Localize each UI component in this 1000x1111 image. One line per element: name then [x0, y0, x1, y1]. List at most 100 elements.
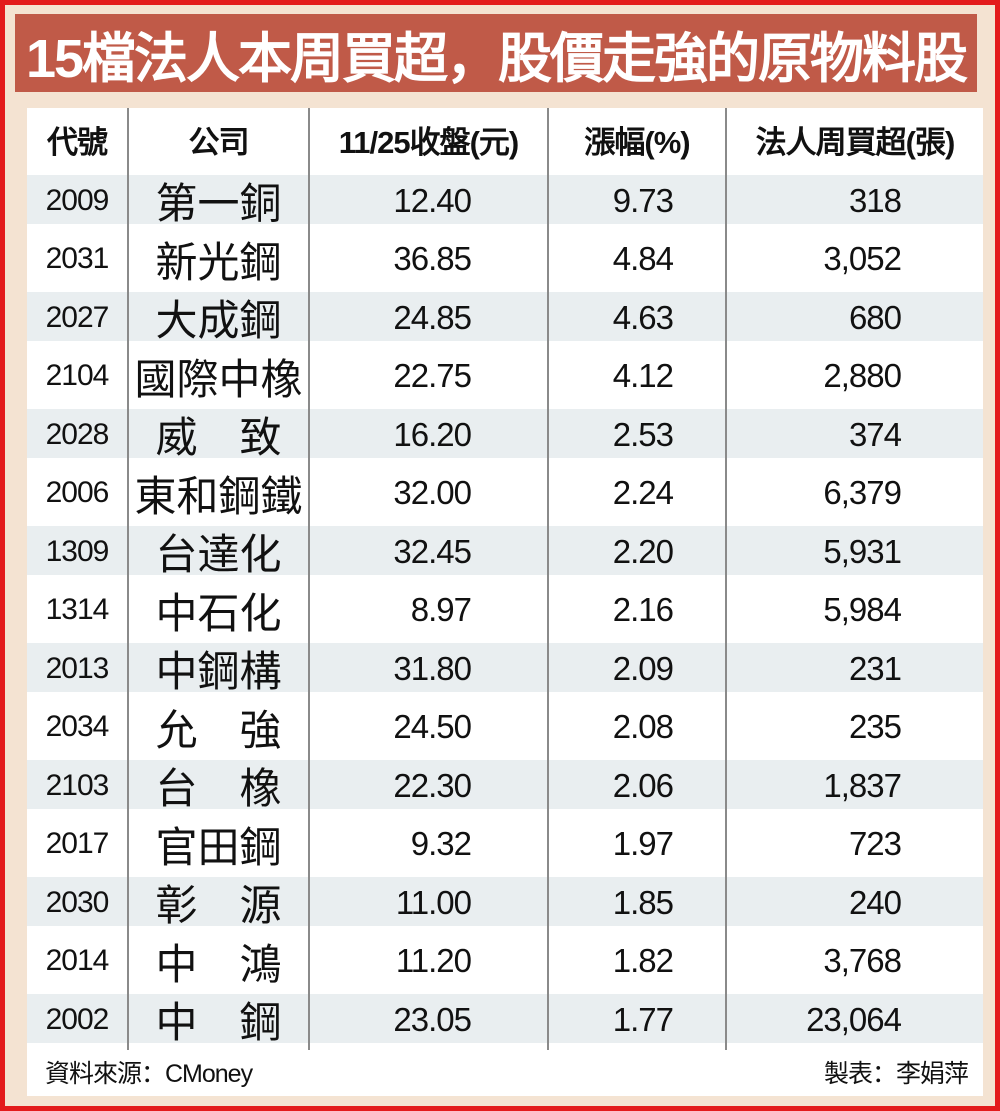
table-body: 2009 第一銅 12.40 9.73 318 2031 新光鋼 36.85 4.84 3,052… [27, 170, 983, 1050]
cell-close-price: 24.85 [308, 287, 547, 348]
table-row: 2103 台 橡 22.30 2.06 1,837 [27, 755, 983, 816]
source-label: 資料來源：CMoney [45, 1059, 253, 1088]
table-row: 2027 大成鋼 24.85 4.63 680 [27, 287, 983, 348]
cell-net-buy: 5,984 [725, 579, 983, 641]
cell-company: 中石化 [127, 579, 308, 641]
cell-change-pct: 1.97 [547, 813, 725, 875]
table-row: 2031 新光鋼 36.85 4.84 3,052 [27, 228, 983, 290]
cell-change-pct: 2.20 [547, 521, 725, 582]
cell-company: 東和鋼鐵 [127, 462, 308, 524]
table-row: 2030 彰 源 11.00 1.85 240 [27, 872, 983, 933]
credit-label: 製表：李娟萍 [823, 1059, 969, 1088]
cell-code: 2104 [45, 359, 110, 392]
cell-close-price: 11.20 [308, 930, 547, 992]
cell-code: 2028 [45, 417, 110, 451]
cell-net-buy: 318 [725, 170, 983, 231]
cell-code: 2013 [45, 651, 110, 685]
cell-code: 2034 [45, 710, 110, 743]
cell-company: 中 鋼 [127, 989, 308, 1050]
cell-close-price: 12.40 [308, 170, 547, 231]
table-row: 2017 官田鋼 9.32 1.97 723 [27, 813, 983, 875]
cell-company: 中鋼構 [127, 638, 308, 699]
cell-change-pct: 2.24 [547, 462, 725, 524]
cell-company: 威 致 [127, 404, 308, 465]
cell-close-price: 32.00 [308, 462, 547, 524]
cell-change-pct: 1.77 [547, 989, 725, 1050]
table-row: 2104 國際中橡 22.75 4.12 2,880 [27, 345, 983, 407]
column-header: 公司 [127, 108, 308, 170]
cell-company: 第一銅 [127, 170, 308, 231]
cell-close-price: 22.30 [308, 755, 547, 816]
stock-table: 代號 公司 11/25收盤(元) 漲幅(%) 法人周買超(張) 2009 第一銅 12.40… [27, 108, 983, 1096]
cell-change-pct: 2.06 [547, 755, 725, 816]
table-row: 2034 允 強 24.50 2.08 235 [27, 696, 983, 758]
cell-code: 1309 [45, 534, 110, 568]
cell-company: 中 鴻 [127, 930, 308, 992]
cell-close-price: 32.45 [308, 521, 547, 582]
cell-change-pct: 1.85 [547, 872, 725, 933]
cell-close-price: 22.75 [308, 345, 547, 407]
cell-change-pct: 9.73 [547, 170, 725, 231]
cell-net-buy: 240 [725, 872, 983, 933]
cell-change-pct: 4.84 [547, 228, 725, 290]
table-row: 2009 第一銅 12.40 9.73 318 [27, 170, 983, 231]
table-row: 2006 東和鋼鐵 32.00 2.24 6,379 [27, 462, 983, 524]
cell-net-buy: 3,052 [725, 228, 983, 290]
title-banner: 15檔法人本周買超，股價走強的原物料股 [15, 14, 977, 92]
cell-close-price: 31.80 [308, 638, 547, 699]
cell-code: 2017 [45, 827, 110, 860]
table-row: 1314 中石化 8.97 2.16 5,984 [27, 579, 983, 641]
cell-net-buy: 680 [725, 287, 983, 348]
cell-close-price: 23.05 [308, 989, 547, 1050]
cell-close-price: 16.20 [308, 404, 547, 465]
cell-change-pct: 2.08 [547, 696, 725, 758]
cell-code: 2027 [45, 300, 110, 334]
cell-change-pct: 4.63 [547, 287, 725, 348]
cell-code: 2014 [45, 944, 110, 977]
column-header: 11/25收盤(元) [308, 108, 547, 170]
cell-net-buy: 3,768 [725, 930, 983, 992]
cell-company: 台達化 [127, 521, 308, 582]
column-header: 法人周買超(張) [725, 108, 983, 170]
cell-close-price: 24.50 [308, 696, 547, 758]
cell-close-price: 8.97 [308, 579, 547, 641]
page-title: 15檔法人本周買超，股價走強的原物料股 [25, 28, 968, 89]
cell-company: 台 橡 [127, 755, 308, 816]
cell-net-buy: 235 [725, 696, 983, 758]
table-header-row: 代號 公司 11/25收盤(元) 漲幅(%) 法人周買超(張) [27, 108, 983, 170]
table-row: 1309 台達化 32.45 2.20 5,931 [27, 521, 983, 582]
cell-code: 1314 [45, 593, 110, 626]
cell-net-buy: 6,379 [725, 462, 983, 524]
cell-change-pct: 1.82 [547, 930, 725, 992]
cell-code: 2031 [45, 242, 110, 275]
cell-company: 大成鋼 [127, 287, 308, 348]
cell-net-buy: 231 [725, 638, 983, 699]
table-footer: 資料來源：CMoney 製表：李娟萍 [27, 1048, 983, 1096]
table-row: 2002 中 鋼 23.05 1.77 23,064 [27, 989, 983, 1050]
table-row: 2028 威 致 16.20 2.53 374 [27, 404, 983, 465]
cell-close-price: 11.00 [308, 872, 547, 933]
cell-net-buy: 1,837 [725, 755, 983, 816]
cell-change-pct: 2.09 [547, 638, 725, 699]
cell-change-pct: 4.12 [547, 345, 725, 407]
cell-change-pct: 2.53 [547, 404, 725, 465]
cell-net-buy: 723 [725, 813, 983, 875]
cell-net-buy: 2,880 [725, 345, 983, 407]
cell-net-buy: 23,064 [725, 989, 983, 1050]
cell-company: 官田鋼 [127, 813, 308, 875]
cell-code: 2103 [45, 768, 110, 802]
cell-net-buy: 374 [725, 404, 983, 465]
cell-company: 新光鋼 [127, 228, 308, 290]
cell-close-price: 9.32 [308, 813, 547, 875]
column-header: 漲幅(%) [547, 108, 725, 170]
cell-company: 允 強 [127, 696, 308, 758]
cell-code: 2006 [45, 476, 110, 509]
cell-close-price: 36.85 [308, 228, 547, 290]
column-header: 代號 [47, 124, 108, 160]
cell-change-pct: 2.16 [547, 579, 725, 641]
cell-net-buy: 5,931 [725, 521, 983, 582]
cell-company: 國際中橡 [127, 345, 308, 407]
cell-company: 彰 源 [127, 872, 308, 933]
cell-code: 2009 [45, 183, 110, 217]
